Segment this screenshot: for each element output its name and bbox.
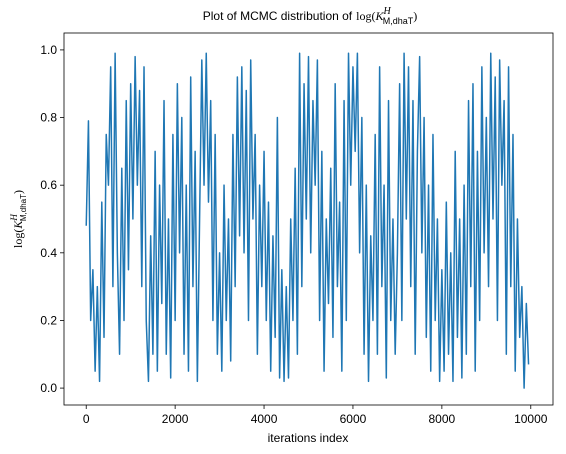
x-axis-label: iterations index [268, 431, 349, 445]
x-tick-label: 4000 [251, 412, 278, 426]
title-math: K [374, 9, 384, 23]
y-label-math: K [11, 220, 25, 230]
y-tick-label: 0.2 [40, 313, 57, 327]
x-tick-label: 6000 [340, 412, 367, 426]
x-tick-label: 2000 [162, 412, 189, 426]
y-label-math: log( [11, 229, 25, 248]
title-math: M,dhaT [383, 16, 414, 26]
title-text: Plot of MCMC distribution of [203, 9, 353, 23]
y-label-math: H [9, 214, 19, 222]
chart-title: Plot of MCMC distribution of log(KH M,dhaT… [203, 6, 418, 26]
title-math: H [383, 6, 392, 17]
y-label-math: ) [11, 190, 25, 194]
y-tick-label: 0.8 [40, 111, 57, 125]
x-tick-label: 10000 [514, 412, 548, 426]
y-tick-label: 0.4 [40, 246, 57, 260]
plot-frame [63, 32, 554, 406]
y-tick-label: 1.0 [40, 43, 57, 57]
x-tick-label: 0 [83, 412, 90, 426]
y-tick-label: 0.6 [40, 178, 57, 192]
trace-line [85, 52, 530, 389]
title-math: ) [413, 9, 417, 23]
y-label-math: M,dhaT [19, 194, 28, 221]
title-math: log( [356, 9, 375, 23]
x-tick-label: 8000 [429, 412, 456, 426]
y-tick-label: 0.0 [40, 381, 57, 395]
y-axis-label: log(KHM,dhaT) [9, 190, 28, 248]
